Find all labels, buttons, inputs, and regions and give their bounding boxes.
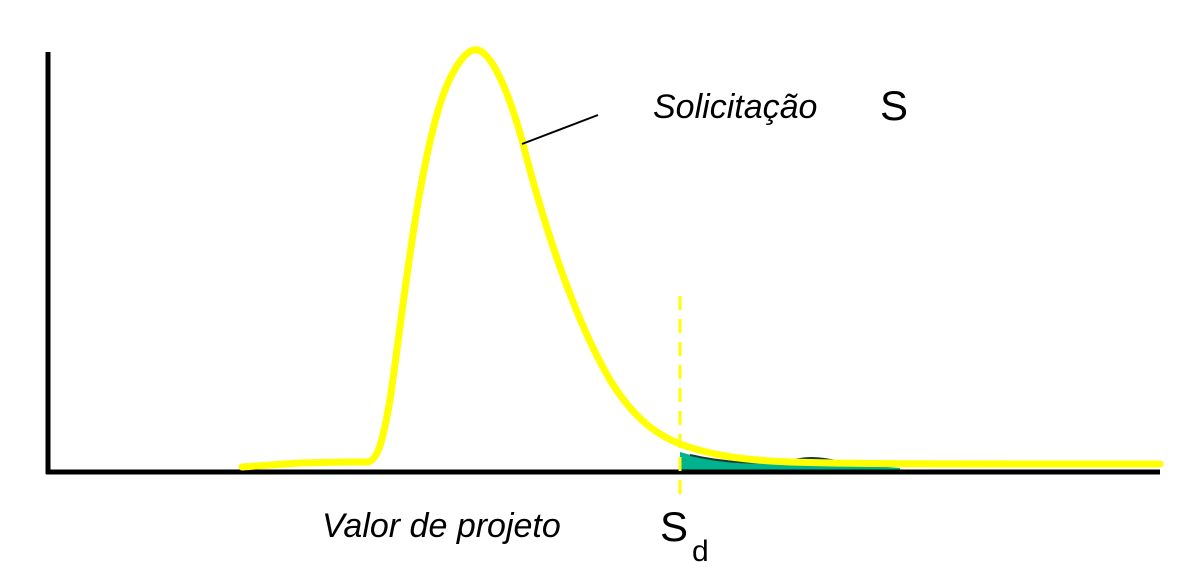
- design-symbol: S: [660, 503, 688, 550]
- curve-label: Solicitação: [653, 88, 817, 126]
- curve-symbol: S: [880, 82, 908, 129]
- curve-leader-line: [521, 114, 599, 145]
- load-distribution-curve: [238, 46, 1164, 471]
- design-value-label: Valor de projeto: [322, 507, 561, 545]
- design-symbol-subscript: d: [692, 535, 709, 568]
